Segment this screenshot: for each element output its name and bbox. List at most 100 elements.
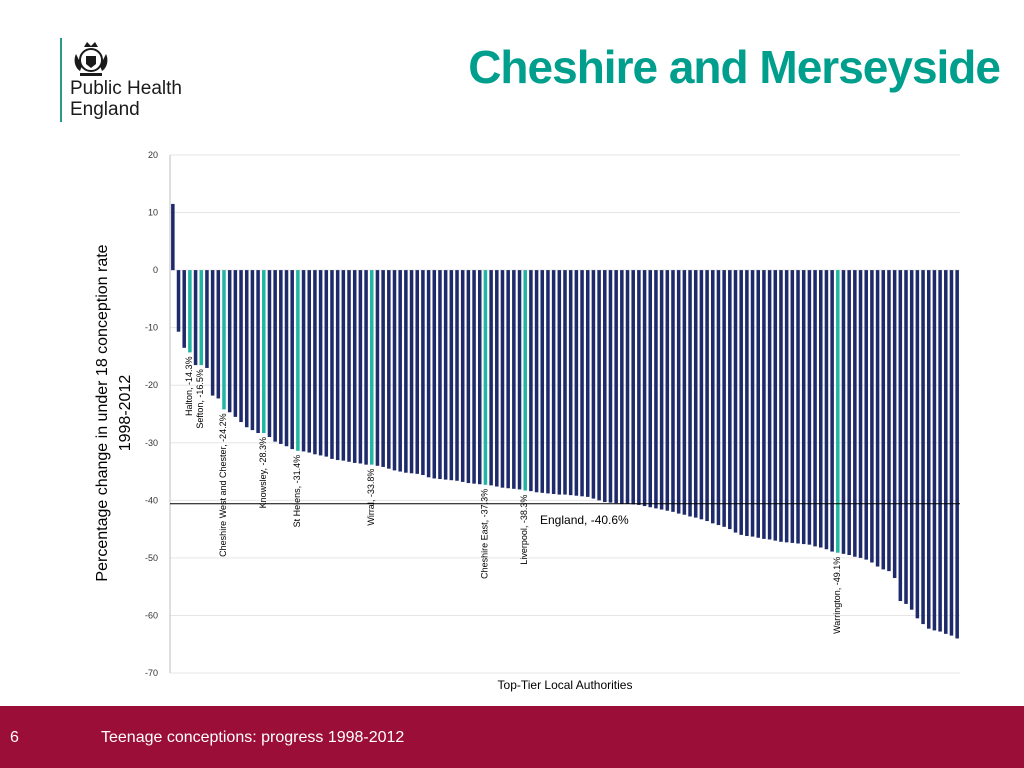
bar (409, 270, 414, 474)
highlight-bar (199, 270, 204, 366)
bar (608, 270, 613, 503)
bar (398, 270, 402, 472)
page-title: Cheshire and Merseyside (468, 41, 1001, 93)
bar (466, 270, 471, 484)
bar (659, 270, 664, 510)
bar (335, 270, 340, 461)
bar (506, 270, 510, 489)
bar (472, 270, 476, 484)
y-tick-label: 10 (148, 208, 158, 218)
bar (756, 270, 760, 538)
bar (193, 270, 198, 366)
bar (938, 270, 942, 632)
chart-gridlines (169, 154, 960, 674)
bar (790, 270, 795, 543)
logo-line-2: England (70, 99, 140, 120)
bar (392, 270, 397, 471)
bar (404, 270, 408, 473)
bar (375, 270, 380, 466)
bar (313, 270, 317, 455)
highlight-label: Cheshire East, -37.3% (479, 489, 489, 579)
bar (762, 270, 766, 539)
y-axis-label-line-2: 1998-2012 (117, 375, 134, 452)
bar (921, 270, 925, 625)
axis-labels: Top-Tier Local Authorities Percentage cha… (94, 244, 632, 692)
bar (421, 270, 425, 476)
england-reference-label: England, -40.6% (540, 513, 629, 527)
bar (210, 270, 215, 396)
bar (585, 270, 590, 497)
bar (381, 270, 385, 467)
bar (529, 270, 533, 492)
y-tick-label: -40 (145, 495, 158, 505)
y-tick-label: -30 (145, 438, 158, 448)
bar (301, 270, 306, 452)
bar (841, 270, 846, 554)
highlight-bar (262, 270, 266, 433)
bar (443, 270, 448, 480)
bar (875, 270, 880, 567)
bar (591, 270, 596, 499)
highlight-bar (836, 270, 840, 553)
bar (546, 270, 550, 494)
bar (745, 270, 749, 537)
bar (864, 270, 868, 560)
bar (801, 270, 806, 545)
bar (688, 270, 692, 517)
bar (574, 270, 579, 496)
bar (830, 270, 834, 552)
bar (273, 270, 277, 442)
bar (540, 270, 545, 493)
highlight-label: Cheshire West and Chester, -24.2% (218, 413, 228, 556)
bar (239, 270, 243, 423)
bar (500, 270, 505, 488)
bar (620, 270, 624, 504)
bar (773, 270, 778, 541)
bar (739, 270, 743, 535)
bar (699, 270, 704, 520)
highlight-labels: Halton, -14.3% Sefton, -16.5% Cheshire Wes… (184, 356, 842, 633)
bar (637, 270, 641, 505)
x-axis-label: Top-Tier Local Authorities (498, 678, 633, 692)
bar (767, 270, 772, 540)
bar (847, 270, 851, 556)
bar (944, 270, 948, 634)
bar (932, 270, 937, 631)
bar (449, 270, 454, 481)
bar (330, 270, 334, 459)
logo-line-1: Public Health (70, 78, 182, 99)
bar (711, 270, 715, 524)
logo-accent-bar (60, 38, 62, 122)
bar (432, 270, 437, 479)
highlight-label: Wirral, -33.8% (366, 469, 376, 526)
highlight-bar (188, 270, 192, 353)
highlight-bar (483, 270, 488, 485)
bar (642, 270, 647, 507)
bar (881, 270, 886, 570)
bar (517, 270, 522, 490)
bar (426, 270, 431, 478)
bar (580, 270, 584, 497)
bar (733, 270, 738, 533)
bar-chart: 20 10 0 -10 -20 -30 -40 -50 -60 -70 England, -40.… (94, 150, 960, 692)
bar (284, 270, 289, 447)
y-tick-label: 20 (148, 150, 158, 160)
bar (489, 270, 493, 486)
bar (557, 270, 562, 495)
bar (415, 270, 419, 474)
y-tick-label: -10 (145, 323, 158, 333)
bar (438, 270, 442, 480)
organisation-logo-text: Public Health England (70, 78, 182, 120)
bar (926, 270, 931, 629)
highlight-bar (523, 270, 527, 491)
bar (750, 270, 755, 537)
highlight-label: Sefton, -16.5% (195, 369, 205, 429)
y-tick-label: -50 (145, 553, 158, 563)
chart-bars (171, 203, 959, 639)
bar (216, 270, 221, 399)
footer-bar: 6 Teenage conceptions: progress 1998-201… (0, 706, 1024, 768)
bar (324, 270, 329, 457)
bar (233, 270, 238, 417)
bar (318, 270, 323, 456)
bar (512, 270, 516, 489)
